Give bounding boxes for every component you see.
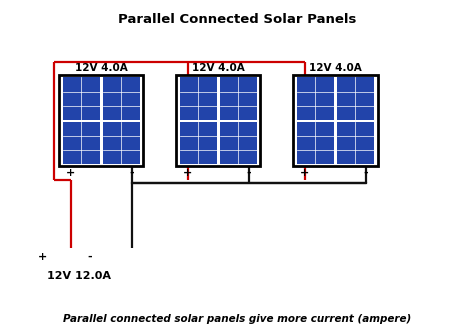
Bar bbox=[180, 122, 217, 164]
Text: +: + bbox=[301, 168, 310, 178]
Bar bbox=[59, 75, 143, 166]
Text: Parallel Connected Solar Panels: Parallel Connected Solar Panels bbox=[118, 13, 356, 26]
Text: Parallel connected solar panels give more current (ampere): Parallel connected solar panels give mor… bbox=[63, 314, 411, 324]
Text: +: + bbox=[183, 168, 192, 178]
Bar bbox=[63, 122, 100, 164]
Text: +: + bbox=[66, 168, 75, 178]
Bar bbox=[102, 122, 139, 164]
Bar bbox=[337, 78, 374, 120]
Text: +: + bbox=[38, 252, 47, 262]
Text: -: - bbox=[129, 168, 134, 178]
Text: -: - bbox=[364, 168, 368, 178]
Text: 12V 4.0A: 12V 4.0A bbox=[309, 63, 362, 73]
Bar bbox=[297, 78, 334, 120]
Bar bbox=[102, 78, 139, 120]
Bar bbox=[180, 78, 217, 120]
Text: 12V 4.0A: 12V 4.0A bbox=[75, 63, 128, 73]
Bar bbox=[293, 75, 377, 166]
Text: 12V 12.0A: 12V 12.0A bbox=[47, 271, 111, 281]
Bar bbox=[63, 78, 100, 120]
Bar bbox=[219, 78, 257, 120]
Bar bbox=[297, 122, 334, 164]
Text: 12V 4.0A: 12V 4.0A bbox=[192, 63, 245, 73]
Bar bbox=[176, 75, 260, 166]
Text: -: - bbox=[246, 168, 251, 178]
Bar bbox=[337, 122, 374, 164]
Bar bbox=[219, 122, 257, 164]
Text: -: - bbox=[87, 252, 92, 262]
